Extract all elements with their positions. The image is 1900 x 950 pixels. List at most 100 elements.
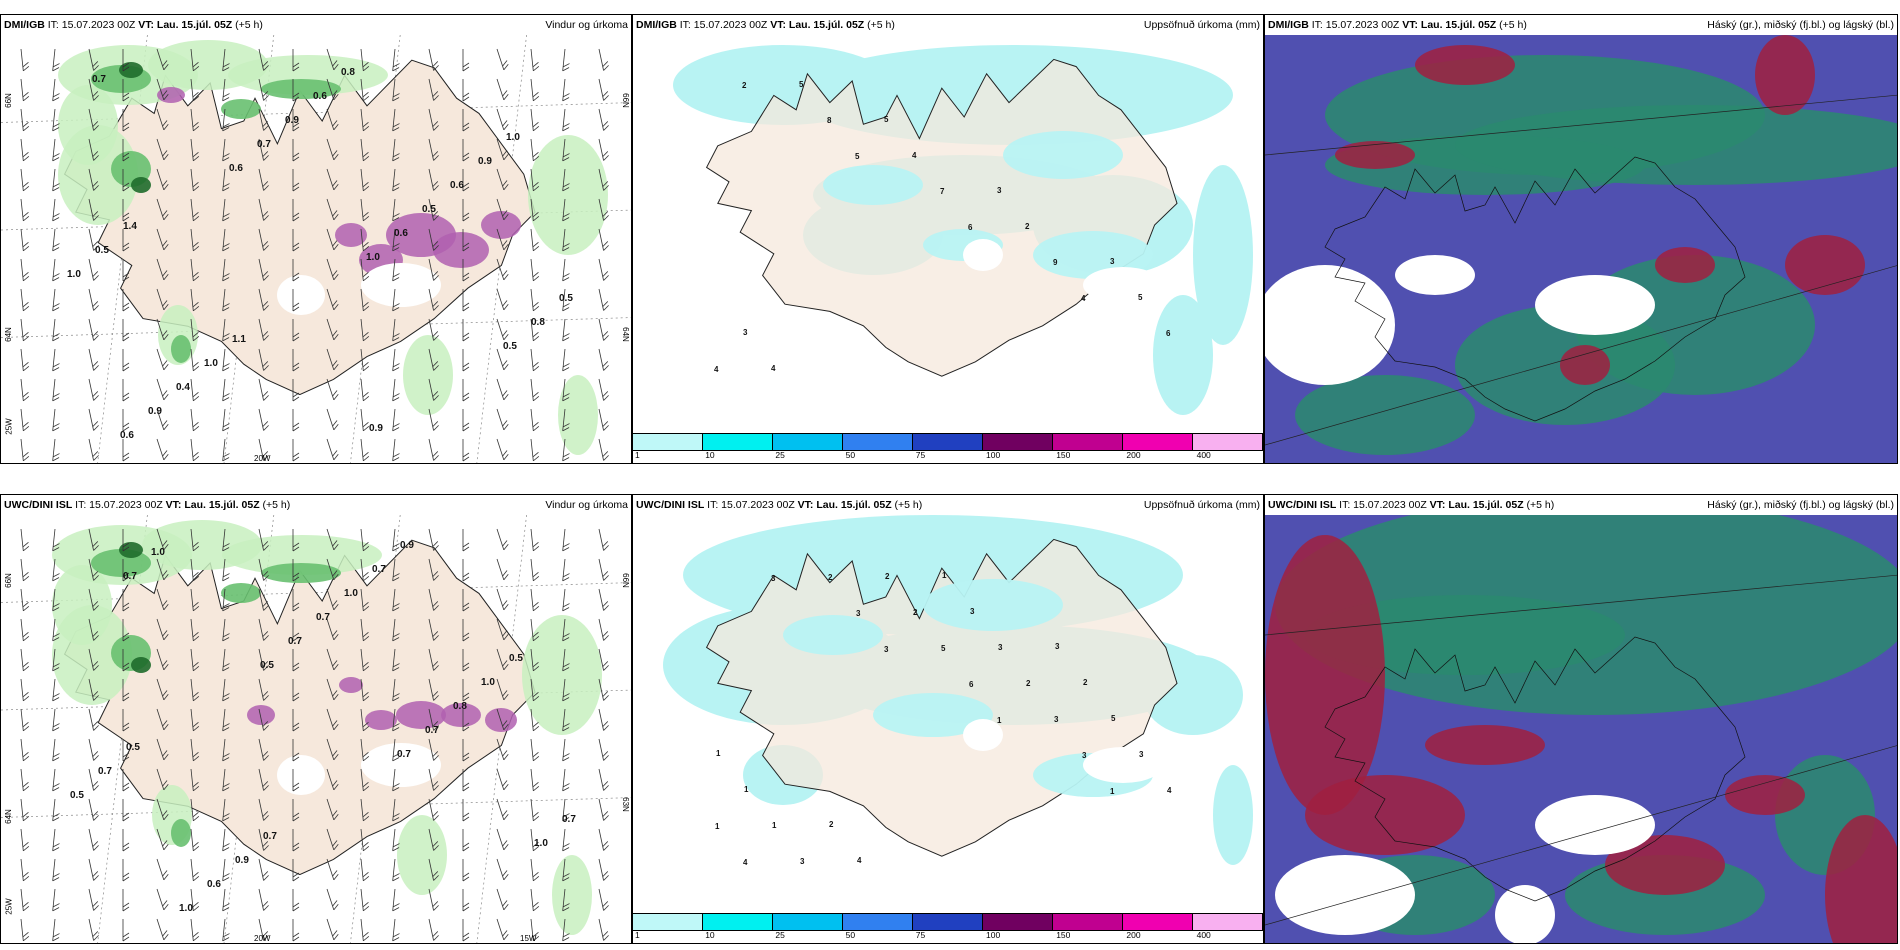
wind-barb: [496, 708, 509, 731]
wind-barb: [428, 528, 439, 551]
wind-barb: [258, 228, 269, 251]
precip-area: [783, 615, 883, 655]
precip-area-light: [522, 615, 602, 735]
wind-barb: [598, 78, 609, 101]
wind-barb: [258, 528, 269, 551]
wind-barb: [20, 288, 30, 312]
colorbar-swatches: [633, 433, 1263, 451]
wind-barb: [122, 799, 130, 822]
wind-barb: [562, 288, 570, 312]
precip-amount-label: 3: [856, 609, 861, 618]
wind-barb: [598, 798, 609, 821]
wind-barb: [52, 168, 60, 192]
wind-barb: [88, 768, 99, 791]
wind-barb: [562, 168, 570, 192]
wind-barb: [20, 918, 30, 942]
init-time: IT: 15.07.2023 00Z: [1339, 499, 1427, 511]
wind-barb: [258, 108, 269, 131]
wind-barb: [530, 678, 540, 702]
panel-accum-precip-uwc: UWC/DINI ISL IT: 15.07.2023 00Z VT: Lau.…: [632, 494, 1264, 944]
valid-time: VT: Lau. 15.júl. 05Z: [138, 19, 233, 31]
precip-value-label: 1.0: [344, 588, 358, 599]
wind-barb: [360, 858, 370, 882]
wind-barb: [122, 649, 130, 672]
wind-barb: [392, 288, 400, 312]
precip-value-label: 0.5: [503, 341, 517, 352]
colorbar-swatch: [703, 914, 773, 930]
wind-barb: [292, 139, 300, 162]
model-name: DMI/IGB: [1268, 19, 1309, 31]
lat-label-25w: 25W: [4, 898, 14, 915]
wind-barb: [52, 618, 60, 642]
wind-barb: [292, 349, 300, 372]
convective-precip-area: [365, 710, 397, 730]
wind-barb: [326, 858, 339, 881]
wind-barb: [392, 558, 400, 582]
colorbar-swatch: [633, 914, 703, 930]
wind-barb: [52, 288, 60, 312]
precip-value-label: 0.8: [453, 701, 467, 712]
wind-barb: [326, 348, 339, 371]
wind-barb: [326, 198, 339, 221]
precip-area: [823, 165, 923, 205]
precip-amount-label: 9: [1053, 258, 1058, 267]
glacier-area: [963, 719, 1003, 751]
wind-barb: [360, 828, 370, 852]
precip-value-label: 0.5: [70, 790, 84, 801]
wind-barb: [122, 229, 130, 252]
wind-barb: [52, 738, 60, 762]
wind-barb: [156, 678, 169, 701]
wind-barb: [20, 858, 30, 882]
panel-title: Vindur og úrkoma: [545, 499, 628, 511]
precip-colorbar: 1 10 25 50 75 100 150 200 400: [633, 913, 1263, 943]
wind-barb: [392, 168, 400, 192]
wind-barb: [530, 318, 540, 342]
precip-amount-label: 6: [968, 223, 973, 232]
init-time: IT: 15.07.2023 00Z: [679, 19, 768, 31]
wind-barb: [258, 648, 269, 671]
wind-barb: [530, 918, 540, 942]
wind-barb: [462, 559, 470, 582]
wind-barb: [122, 349, 130, 372]
precip-value-label: 0.6: [229, 163, 243, 174]
wind-barb: [360, 888, 370, 912]
wind-barb: [292, 589, 300, 612]
init-time: IT: 15.07.2023 00Z: [75, 499, 163, 511]
precip-area-light: [403, 335, 453, 415]
wind-barb: [392, 348, 400, 372]
wind-barb: [598, 138, 609, 161]
valid-time: VT: Lau. 15.júl. 05Z: [165, 499, 260, 511]
wind-barb: [530, 588, 540, 612]
precip-amount-label: 3: [970, 607, 975, 616]
wind-barb: [392, 378, 400, 402]
lat-label-25w: 25W: [4, 418, 14, 435]
wind-barb: [258, 138, 269, 161]
wind-barb: [496, 138, 509, 161]
wind-barb: [258, 198, 269, 221]
wind-barb: [496, 918, 509, 941]
precip-area: [873, 693, 993, 737]
wind-barb: [360, 48, 370, 72]
graticule-line: [1265, 745, 1897, 926]
wind-barb: [530, 738, 540, 762]
wind-barb: [462, 619, 470, 642]
model-name: DMI/IGB: [4, 19, 45, 31]
wind-barb: [598, 918, 609, 941]
wind-barb: [20, 768, 30, 792]
wind-barb: [20, 408, 30, 432]
wind-barb: [190, 48, 200, 72]
convective-precip-area: [335, 223, 367, 247]
wind-barb: [326, 678, 339, 701]
wind-barb: [292, 229, 300, 252]
wind-barb: [496, 198, 509, 221]
wind-barb: [258, 168, 269, 191]
precip-amount-label: 4: [1167, 786, 1172, 795]
wind-barb: [222, 708, 230, 732]
wind-barb: [292, 529, 300, 552]
lat-label-64n: 64N: [3, 327, 13, 342]
wind-barb: [496, 288, 509, 311]
wind-barb: [598, 108, 609, 131]
blank-area: [361, 263, 441, 307]
wind-barb: [156, 138, 169, 161]
wind-barb: [156, 768, 169, 791]
